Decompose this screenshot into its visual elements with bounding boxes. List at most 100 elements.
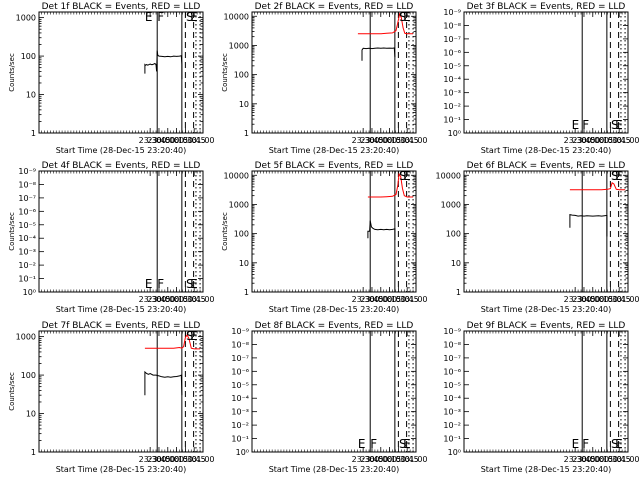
- y-tick-label: 10⁻⁴: [18, 234, 36, 243]
- chart-title: Det 4f BLACK = Events, RED = LLD: [42, 161, 201, 171]
- x-tick-label: 01:00: [404, 136, 427, 145]
- y-tick-label: 10⁻⁹: [443, 8, 461, 17]
- y-tick-label: 1: [244, 129, 249, 138]
- y-tick-label: 1000: [16, 14, 36, 23]
- y-tick-label: 10⁻⁹: [443, 327, 461, 336]
- y-tick-label: 10: [451, 259, 461, 268]
- x-tick-label: 23:30: [139, 136, 162, 145]
- x-axis-label: Start Time (28-Dec-15 23:20:40): [269, 305, 400, 314]
- y-tick-label: 10⁻⁶: [231, 367, 249, 376]
- x-tick-label: 00:00: [369, 136, 392, 145]
- x-tick-label: 00:45: [608, 136, 631, 145]
- y-tick-label: 10⁻¹: [231, 435, 249, 444]
- x-tick-label: 00:15: [590, 295, 613, 304]
- x-tick-label: 00:45: [608, 455, 631, 464]
- x-tick-label: 00:30: [387, 136, 410, 145]
- x-axis-label: Start Time (28-Dec-15 23:20:40): [56, 305, 187, 314]
- flag-label: S: [186, 277, 194, 291]
- y-tick-label: 10⁰: [236, 448, 249, 457]
- chart-title: Det 7f BLACK = Events, RED = LLD: [42, 321, 201, 331]
- y-tick-label: 100: [234, 230, 249, 239]
- y-tick-label: 100: [234, 71, 249, 80]
- x-tick-label: 00:00: [156, 136, 179, 145]
- y-tick-label: 10⁻⁹: [18, 167, 36, 176]
- y-tick-label: 10⁻³: [443, 89, 461, 98]
- plot-frame: [463, 330, 629, 453]
- x-tick-label: 00:30: [174, 136, 197, 145]
- y-axis-label: Counts/sec: [221, 53, 229, 92]
- x-tick-label: 23:30: [139, 455, 162, 464]
- x-tick-label: 23:45: [360, 455, 383, 464]
- y-tick-label: 100: [446, 230, 461, 239]
- plot-frame: [38, 11, 204, 134]
- flag-label: S: [611, 437, 619, 451]
- x-axis-label: Start Time (28-Dec-15 23:20:40): [269, 146, 400, 155]
- flag-label: E: [572, 118, 580, 132]
- x-tick-label: 00:30: [387, 295, 410, 304]
- flag-label: E: [403, 437, 411, 451]
- x-tick-label: 00:15: [165, 455, 188, 464]
- y-tick-label: 10⁻⁵: [231, 381, 249, 390]
- flag-label: S: [186, 329, 194, 343]
- chart-panel-4: Det 4f BLACK = Events, RED = LLD Counts/s…: [8, 161, 215, 314]
- flag-label: S: [611, 118, 619, 132]
- events-series-line: [569, 213, 608, 237]
- x-tick-label: 23:30: [564, 295, 587, 304]
- y-tick-label: 10⁻²: [231, 421, 249, 430]
- flag-label: F: [370, 437, 377, 451]
- y-tick-label: 10: [239, 100, 249, 109]
- y-tick-label: 10000: [436, 171, 461, 180]
- y-tick-label: 1000: [16, 333, 36, 342]
- y-tick-label: 10⁻⁷: [443, 354, 461, 363]
- x-tick-label: 01:00: [616, 455, 639, 464]
- y-tick-label: 10⁻⁸: [18, 180, 36, 189]
- y-tick-label: 10⁻⁷: [231, 354, 249, 363]
- plot-frame: [251, 330, 417, 453]
- y-tick-label: 100: [21, 371, 36, 380]
- x-tick-label: 23:45: [147, 455, 170, 464]
- y-tick-label: 10: [26, 91, 36, 100]
- chart-title: Det 6f BLACK = Events, RED = LLD: [467, 161, 626, 171]
- y-tick-label: 10⁰: [448, 129, 461, 138]
- chart-panel-5: Det 5f BLACK = Events, RED = LLD Counts/s…: [221, 161, 428, 314]
- chart-panel-2: Det 2f BLACK = Events, RED = LLD Counts/s…: [221, 2, 428, 155]
- chart-panel-1: Det 1f BLACK = Events, RED = LLD Counts/s…: [8, 2, 215, 155]
- x-tick-label: 00:00: [369, 295, 392, 304]
- x-tick-label: 23:30: [352, 295, 375, 304]
- x-tick-label: 23:30: [564, 455, 587, 464]
- x-tick-label: 00:45: [396, 136, 419, 145]
- x-tick-label: 00:00: [369, 455, 392, 464]
- x-tick-label: 23:30: [564, 136, 587, 145]
- x-tick-label: 23:30: [352, 455, 375, 464]
- x-tick-label: 23:45: [147, 136, 170, 145]
- y-tick-label: 1000: [229, 41, 249, 50]
- lld-series-line: [569, 182, 626, 191]
- chart-panel-9: Det 9f BLACK = Events, RED = LLD 10⁰ 10⁻¹ 1…: [443, 321, 639, 474]
- chart-panel-3: Det 3f BLACK = Events, RED = LLD 10⁰ 10⁻¹ 1…: [443, 2, 639, 155]
- x-tick-label: 00:30: [174, 295, 197, 304]
- x-tick-label: 00:15: [590, 136, 613, 145]
- x-tick-label: 00:45: [396, 295, 419, 304]
- y-tick-label: 10⁻⁹: [231, 327, 249, 336]
- chart-panel-7: Det 7f BLACK = Events, RED = LLD Counts/s…: [8, 321, 215, 474]
- y-tick-label: 10⁻⁴: [443, 394, 461, 403]
- x-tick-label: 00:30: [174, 455, 197, 464]
- x-tick-label: 00:30: [599, 136, 622, 145]
- flag-label: E: [358, 437, 366, 451]
- y-axis-label: Counts/sec: [8, 53, 16, 92]
- flag-label: E: [615, 118, 623, 132]
- x-tick-label: 01:00: [191, 455, 214, 464]
- x-tick-label: 01:00: [616, 295, 639, 304]
- x-tick-label: 00:30: [387, 455, 410, 464]
- y-tick-label: 10⁻⁸: [231, 340, 249, 349]
- flag-label: E: [190, 329, 198, 343]
- x-tick-label: 00:45: [183, 295, 206, 304]
- y-tick-label: 1000: [229, 200, 249, 209]
- x-tick-label: 00:00: [581, 295, 604, 304]
- flag-label: E: [615, 437, 623, 451]
- x-tick-label: 23:45: [360, 136, 383, 145]
- flag-label: E: [403, 169, 411, 183]
- y-tick-label: 1000: [441, 200, 461, 209]
- y-tick-label: 10⁻²: [18, 261, 36, 270]
- flag-label: F: [582, 437, 589, 451]
